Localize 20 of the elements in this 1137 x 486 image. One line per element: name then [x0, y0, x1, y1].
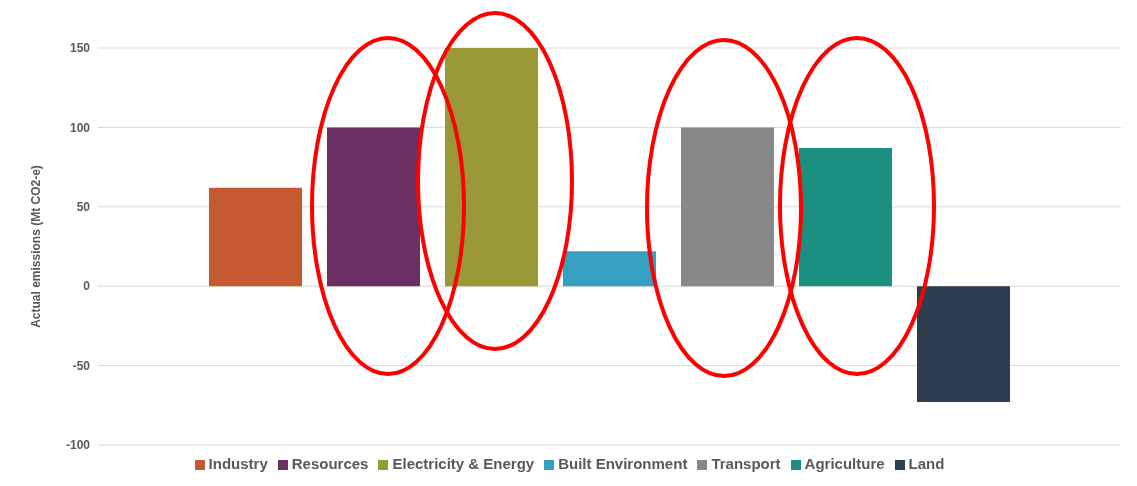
y-tick-label: -100	[65, 438, 91, 453]
y-axis-title: Actual emissions (Mt CO2-e)	[29, 165, 44, 328]
y-tick-label: -50	[72, 358, 91, 373]
y-tick-label: 100	[69, 120, 91, 135]
y-tick-label: 150	[69, 41, 91, 56]
bar	[209, 187, 302, 287]
legend-label: Transport	[711, 455, 781, 472]
y-tick-label: 50	[76, 200, 91, 215]
bar	[799, 148, 892, 287]
legend-label: Land	[908, 455, 945, 472]
legend-label: Industry	[208, 455, 268, 472]
legend-label: Resources	[291, 455, 369, 472]
bar	[917, 286, 1010, 403]
legend-label: Agriculture	[804, 455, 885, 472]
legend-label: Built Environment	[558, 455, 688, 472]
bar	[681, 127, 774, 287]
legend-label: Electricity & Energy	[392, 455, 535, 472]
y-tick-label: 0	[83, 279, 91, 294]
bar	[327, 127, 420, 287]
bar	[563, 251, 656, 287]
